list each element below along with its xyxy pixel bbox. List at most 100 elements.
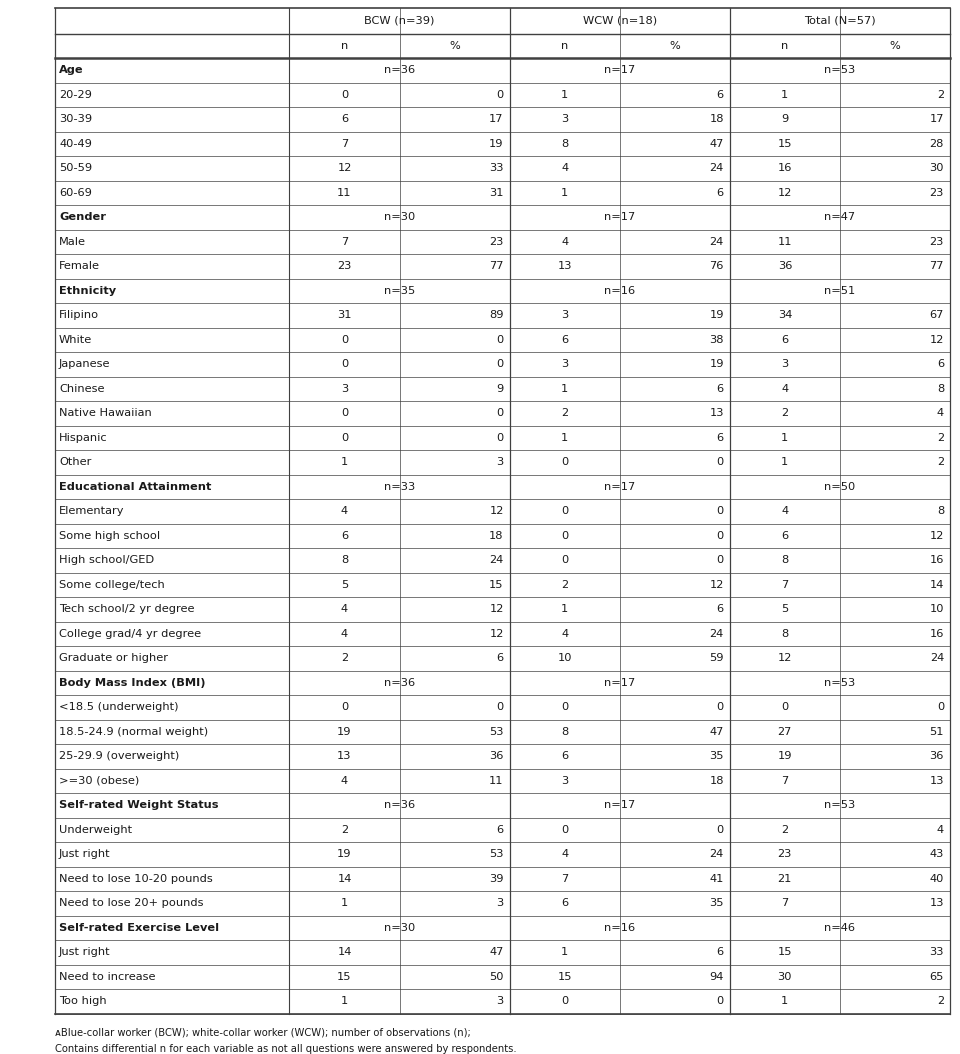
Text: 40: 40 [929,874,944,884]
Text: 12: 12 [337,163,351,174]
Text: 0: 0 [496,335,504,345]
Text: 41: 41 [709,874,724,884]
Text: 12: 12 [778,188,792,198]
Text: n=30: n=30 [384,923,415,933]
Text: n=16: n=16 [604,923,636,933]
Text: 40-49: 40-49 [59,139,92,149]
Text: 11: 11 [337,188,351,198]
Text: 6: 6 [561,898,568,909]
Text: 18.5-24.9 (normal weight): 18.5-24.9 (normal weight) [59,727,208,737]
Text: 6: 6 [781,335,788,345]
Text: 24: 24 [709,629,724,639]
Text: 1: 1 [561,948,568,957]
Text: 53: 53 [490,850,504,859]
Text: 21: 21 [778,874,792,884]
Text: 4: 4 [561,163,568,174]
Text: 6: 6 [341,115,348,124]
Text: 19: 19 [337,727,351,737]
Text: 13: 13 [929,776,944,786]
Text: 0: 0 [561,507,568,516]
Text: 6: 6 [781,531,788,541]
Text: 1: 1 [561,433,568,443]
Text: Gender: Gender [59,213,106,222]
Text: 33: 33 [929,948,944,957]
Text: 15: 15 [778,948,792,957]
Text: 5: 5 [341,580,348,590]
Text: Body Mass Index (BMI): Body Mass Index (BMI) [59,678,205,688]
Text: 15: 15 [490,580,504,590]
Text: 4: 4 [781,384,788,394]
Text: Self-rated Exercise Level: Self-rated Exercise Level [59,923,219,933]
Text: 6: 6 [496,825,504,835]
Text: 1: 1 [781,457,788,468]
Text: 0: 0 [937,702,944,713]
Text: 34: 34 [778,311,792,320]
Text: 0: 0 [561,555,568,566]
Text: 0: 0 [496,702,504,713]
Text: 67: 67 [929,311,944,320]
Text: 65: 65 [929,972,944,982]
Text: Ethnicity: Ethnicity [59,286,116,296]
Text: Male: Male [59,237,86,247]
Text: 6: 6 [561,752,568,761]
Text: 2: 2 [937,996,944,1007]
Text: 14: 14 [929,580,944,590]
Text: 0: 0 [561,531,568,541]
Text: 8: 8 [341,555,348,566]
Text: 0: 0 [561,825,568,835]
Text: 33: 33 [490,163,504,174]
Text: 4: 4 [341,776,348,786]
Text: n=50: n=50 [825,482,855,492]
Text: 6: 6 [717,433,724,443]
Text: 13: 13 [929,898,944,909]
Text: 0: 0 [716,555,724,566]
Text: Japanese: Japanese [59,359,110,370]
Text: Tech school/2 yr degree: Tech school/2 yr degree [59,605,195,614]
Text: n=33: n=33 [384,482,415,492]
Text: n: n [341,41,348,51]
Text: 53: 53 [490,727,504,737]
Text: 13: 13 [709,409,724,418]
Text: 3: 3 [496,996,504,1007]
Text: 35: 35 [709,752,724,761]
Text: 17: 17 [929,115,944,124]
Text: Female: Female [59,261,100,272]
Text: 2: 2 [781,825,788,835]
Text: 12: 12 [490,507,504,516]
Text: 4: 4 [781,507,788,516]
Text: 16: 16 [778,163,792,174]
Text: 1: 1 [781,996,788,1007]
Text: 12: 12 [490,629,504,639]
Text: 3: 3 [496,898,504,909]
Text: 7: 7 [341,139,348,149]
Text: 7: 7 [781,898,788,909]
Text: 47: 47 [709,139,724,149]
Text: Need to increase: Need to increase [59,972,156,982]
Text: 1: 1 [341,996,348,1007]
Text: 43: 43 [929,850,944,859]
Text: 0: 0 [341,335,348,345]
Text: n=46: n=46 [825,923,855,933]
Text: n=35: n=35 [384,286,415,296]
Text: Some high school: Some high school [59,531,160,541]
Text: 0: 0 [341,90,348,100]
Text: Underweight: Underweight [59,825,132,835]
Text: 12: 12 [490,605,504,614]
Text: Chinese: Chinese [59,384,105,394]
Text: n=17: n=17 [604,800,636,811]
Text: 1: 1 [561,384,568,394]
Text: 0: 0 [496,409,504,418]
Text: High school/GED: High school/GED [59,555,155,566]
Text: WCW (n=18): WCW (n=18) [583,16,657,26]
Text: 15: 15 [778,139,792,149]
Text: 3: 3 [496,457,504,468]
Text: 3: 3 [561,359,568,370]
Text: n=51: n=51 [825,286,855,296]
Text: n=36: n=36 [384,678,415,688]
Text: 47: 47 [709,727,724,737]
Text: Contains differential n for each variable as not all questions were answered by : Contains differential n for each variabl… [55,1043,516,1054]
Text: 60-69: 60-69 [59,188,92,198]
Text: 23: 23 [337,261,351,272]
Text: 50: 50 [490,972,504,982]
Text: 2: 2 [561,409,568,418]
